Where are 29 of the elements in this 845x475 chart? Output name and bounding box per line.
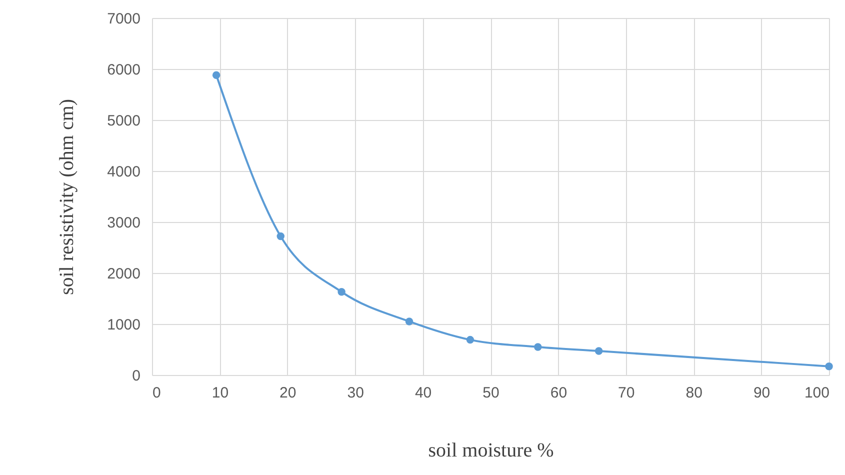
point xyxy=(212,71,220,79)
point xyxy=(594,347,603,355)
y-tick-label: 4000 xyxy=(107,164,140,180)
x-tick-label: 50 xyxy=(482,384,500,402)
point xyxy=(466,336,474,344)
x-tick-label: 20 xyxy=(280,384,296,402)
y-tick-label: 7000 xyxy=(107,10,140,28)
y-tick-label: 0 xyxy=(132,368,140,384)
y-tick-label: 1000 xyxy=(107,316,140,334)
x-tick-label: 30 xyxy=(347,384,364,402)
x-tick-label: 90 xyxy=(753,384,770,402)
x-tick-label: 80 xyxy=(686,384,702,402)
point xyxy=(825,362,833,370)
x-tick-label: 60 xyxy=(550,384,568,402)
point xyxy=(405,318,414,326)
point xyxy=(534,343,542,351)
y-tick-label: 6000 xyxy=(107,62,140,78)
y-tick-label: 3000 xyxy=(107,214,140,232)
x-tick-label: 40 xyxy=(414,384,432,402)
x-axis-title: soil moisture % xyxy=(428,440,554,462)
x-tick-label: 70 xyxy=(618,384,635,402)
y-axis-title: soil resistivity (ohm cm) xyxy=(56,98,78,296)
x-tick-label: 100 xyxy=(804,384,830,402)
x-tick-label: 0 xyxy=(152,384,161,402)
point xyxy=(338,288,346,296)
point xyxy=(276,232,285,240)
x-tick-label: 10 xyxy=(212,384,229,402)
y-tick-label: 2000 xyxy=(107,266,140,282)
y-tick-label: 5000 xyxy=(107,112,140,130)
